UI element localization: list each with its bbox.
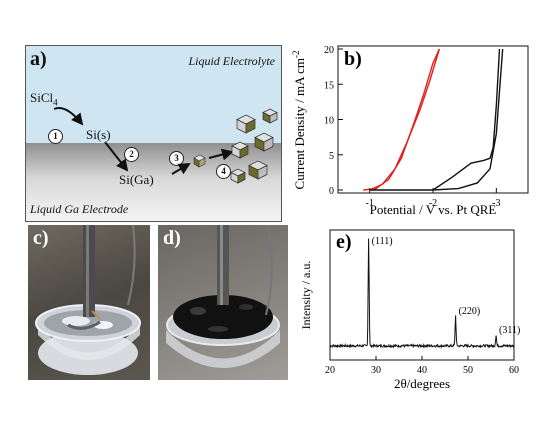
- arrow-nucleus-to-crystals: [208, 148, 234, 161]
- panel-b-ylabel: Current Density / mA cm-2: [292, 51, 307, 190]
- panel-b-xlabel: Potential / V vs. Pt QRE: [370, 202, 497, 216]
- cv-curve: [363, 48, 440, 191]
- x-tick-label: 60: [509, 365, 519, 376]
- si-solid-label: Si(s): [86, 127, 111, 142]
- crystal-cube: [231, 141, 249, 159]
- y-tick-label: 20: [324, 45, 334, 56]
- step-1-marker: 1: [48, 129, 63, 144]
- sicl4-label: SiCl4: [30, 90, 58, 108]
- cv-curve: [369, 48, 504, 191]
- photo-c-contents: [35, 225, 141, 375]
- crystal-cube: [230, 168, 246, 184]
- step-2-marker: 2: [124, 147, 139, 162]
- panel-e-label: e): [336, 231, 352, 253]
- small-nucleus-crystal: [193, 154, 206, 168]
- panel-e-ylabel: Intensity / a.u.: [299, 261, 313, 330]
- x-tick-label: 30: [371, 365, 381, 376]
- y-tick-label: 10: [324, 116, 334, 127]
- panel-c-photo: c): [28, 225, 150, 380]
- peak-label: (111): [372, 236, 393, 247]
- x-tick-label: -3: [492, 198, 500, 209]
- step-4-marker: 4: [216, 164, 231, 179]
- si-ga-label: Si(Ga): [119, 172, 154, 187]
- y-tick-label: 15: [324, 80, 334, 91]
- x-tick-label: 20: [325, 365, 335, 376]
- crystal-cube: [248, 160, 268, 180]
- crystal-cube: [262, 108, 278, 124]
- liquid-ga-electrode-label: Liquid Ga Electrode: [30, 202, 129, 216]
- y-tick-label: 0: [329, 186, 334, 197]
- schematic-arrows-and-crystals: [53, 107, 278, 184]
- step-3-marker: 3: [169, 151, 184, 166]
- photo-d-contents: [166, 225, 280, 368]
- panel-c-label: c): [33, 227, 49, 249]
- panel-a-schematic: Liquid Electrolyte Liquid Ga Electrode S…: [25, 45, 282, 222]
- peak-label: (220): [459, 306, 481, 317]
- y-tick-label: 5: [329, 151, 334, 162]
- crystal-cluster: [230, 108, 278, 184]
- arrow-sicl4-to-si: [53, 107, 84, 126]
- peak-label: (311): [499, 325, 520, 336]
- x-tick-label: 40: [417, 365, 427, 376]
- xrd-pattern: [329, 238, 514, 349]
- liquid-electrolyte-label: Liquid Electrolyte: [188, 54, 275, 68]
- arrow-siga-to-nucleus: [171, 162, 191, 175]
- panel-e-chart: 20 30 40 50 60 (111) (220) (311) 2θ/degrees In…: [299, 229, 520, 391]
- x-tick-label: -1: [365, 198, 373, 209]
- panel-d-photo: d): [158, 225, 288, 380]
- x-tick-label: -2: [429, 198, 437, 209]
- panel-a-label: a): [30, 48, 47, 70]
- arrow-si-to-siga: [104, 141, 129, 172]
- panel-b-label: b): [344, 48, 362, 70]
- cv-curve: [432, 48, 501, 191]
- panel-d-label: d): [163, 227, 181, 249]
- x-tick-label: 50: [463, 365, 473, 376]
- panel-e-axes-frame: [329, 229, 515, 361]
- crystal-cube: [254, 132, 274, 152]
- cv-curve: [369, 48, 441, 191]
- panel-e-xlabel: 2θ/degrees: [394, 376, 450, 391]
- crystal-cube: [236, 114, 256, 134]
